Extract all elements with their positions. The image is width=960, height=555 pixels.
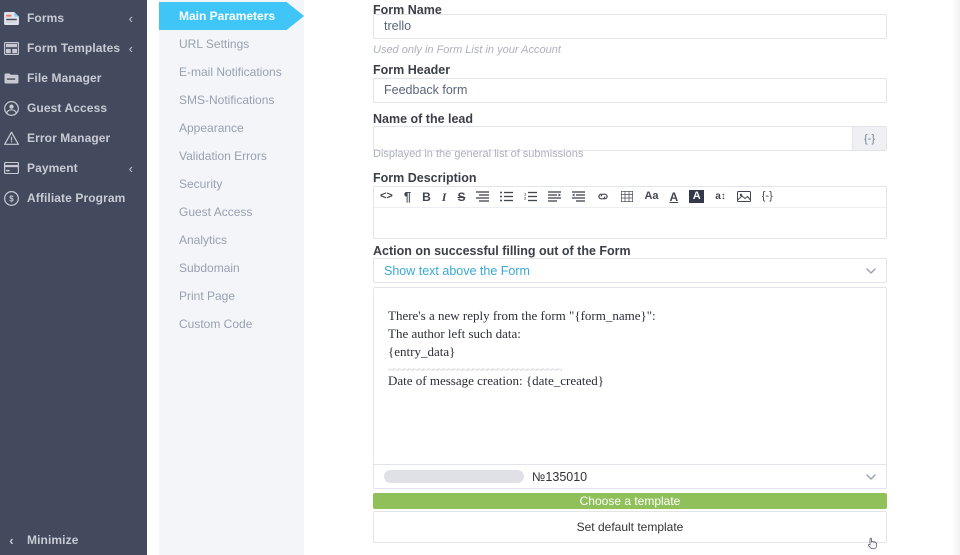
svg-text:$: $ — [9, 194, 14, 203]
svg-text:2: 2 — [524, 196, 527, 201]
